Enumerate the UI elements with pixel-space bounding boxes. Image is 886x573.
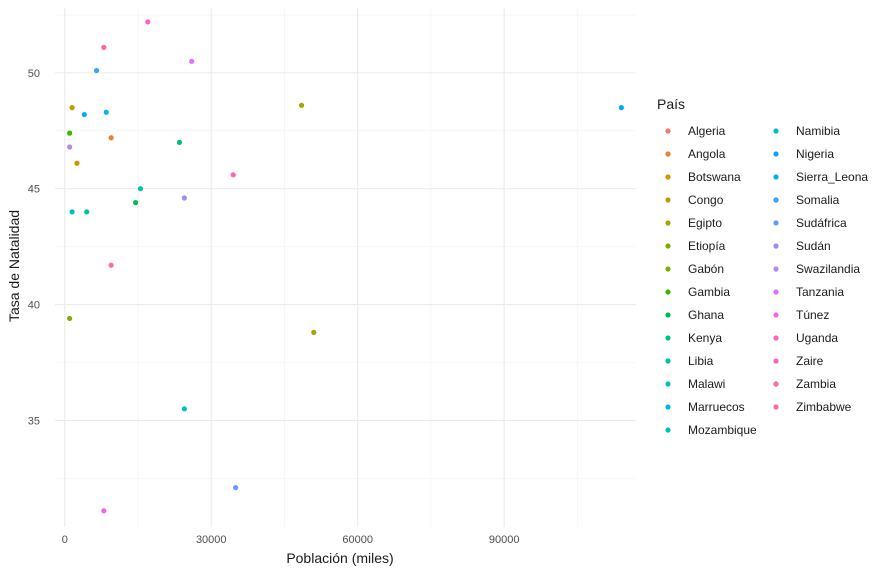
legend-key — [665, 312, 671, 318]
legend-label: Marruecos — [688, 400, 745, 414]
legend-label: Zaire — [796, 354, 824, 368]
legend-title: País — [657, 96, 685, 112]
data-point — [103, 109, 109, 115]
legend-label: Túnez — [796, 308, 829, 322]
data-point — [108, 262, 114, 268]
legend-label: Congo — [688, 193, 724, 207]
legend-key — [773, 220, 779, 226]
data-point — [101, 508, 107, 514]
legend-key — [665, 243, 671, 249]
legend-label: Sudán — [796, 239, 831, 253]
x-tick-label: 0 — [62, 534, 68, 546]
legend-key — [665, 174, 671, 180]
legend-label: Sierra_Leona — [796, 170, 868, 184]
legend-label: Botswana — [688, 170, 741, 184]
legend-label: Libia — [688, 354, 714, 368]
legend-key — [773, 335, 779, 341]
data-point — [137, 186, 144, 192]
y-tick-label: 40 — [28, 300, 40, 312]
legend: País Algeria Angola Botswana Congo Egipto Eti… — [657, 96, 868, 437]
legend-label: Tanzania — [796, 285, 844, 299]
y-tick-label: 35 — [28, 415, 40, 427]
legend-key — [773, 243, 779, 249]
legend-label: Algeria — [688, 124, 726, 138]
data-point — [230, 172, 236, 178]
legend-label: Kenya — [688, 331, 722, 345]
legend-key — [665, 335, 671, 341]
data-point — [145, 19, 151, 25]
data-point — [74, 160, 80, 166]
legend-key — [665, 427, 671, 433]
data-point — [132, 200, 139, 206]
legend-key — [773, 381, 779, 387]
data-points — [67, 19, 624, 514]
legend-label: Namibia — [796, 124, 840, 138]
data-point — [108, 135, 114, 141]
legend-label: Angola — [688, 147, 726, 161]
legend-key — [665, 128, 671, 134]
legend-key — [773, 358, 779, 364]
y-axis-title: Tasa de Natalidad — [6, 210, 22, 322]
legend-label: Etiopía — [688, 239, 726, 253]
y-axis-ticks: 35 40 45 50 — [28, 68, 40, 428]
legend-key — [773, 289, 779, 295]
data-point — [81, 111, 87, 118]
legend-key — [773, 404, 779, 410]
data-point — [69, 105, 75, 111]
data-point — [84, 209, 90, 215]
data-point — [69, 209, 75, 215]
data-point — [311, 329, 317, 335]
data-point — [67, 144, 73, 150]
x-tick-label: 90000 — [489, 534, 520, 546]
legend-label: Egipto — [688, 216, 722, 230]
legend-key — [665, 197, 671, 203]
legend-label: Gabón — [688, 262, 724, 276]
x-tick-label: 60000 — [342, 534, 373, 546]
legend-key — [665, 151, 671, 157]
legend-label: Somalia — [796, 193, 840, 207]
legend-label: Zambia — [796, 377, 836, 391]
data-point — [189, 58, 195, 64]
legend-label: Ghana — [688, 308, 724, 322]
y-tick-label: 50 — [28, 68, 40, 80]
legend-key — [665, 381, 671, 387]
legend-key — [773, 266, 779, 272]
legend-key — [773, 151, 779, 157]
data-point — [233, 485, 239, 491]
legend-key — [665, 266, 671, 272]
legend-key — [665, 358, 671, 364]
legend-key — [773, 128, 779, 134]
data-point — [67, 130, 73, 136]
legend-key — [665, 220, 671, 226]
data-point — [101, 44, 107, 50]
data-point — [181, 406, 187, 412]
legend-label: Nigeria — [796, 147, 834, 161]
y-tick-label: 45 — [28, 184, 40, 196]
legend-label: Malawi — [688, 377, 725, 391]
legend-key — [773, 312, 779, 318]
legend-label: Swazilandia — [796, 262, 860, 276]
legend-key — [665, 289, 671, 295]
x-axis-ticks: 0 30000 60000 90000 — [62, 534, 520, 546]
data-point — [176, 139, 183, 145]
legend-label: Sudáfrica — [796, 216, 847, 230]
legend-key — [773, 197, 779, 203]
legend-label: Uganda — [796, 331, 838, 345]
legend-label: Gambia — [688, 285, 730, 299]
data-point — [181, 195, 187, 201]
x-axis-title: Población (miles) — [286, 550, 393, 566]
legend-label: Zimbabwe — [796, 400, 852, 414]
legend-key — [665, 404, 671, 410]
legend-label: Mozambique — [688, 423, 757, 437]
x-tick-label: 30000 — [196, 534, 227, 546]
data-point — [93, 67, 100, 74]
data-point — [618, 105, 624, 111]
grid-lines — [55, 8, 636, 527]
data-point — [298, 102, 305, 108]
data-point — [67, 315, 73, 322]
legend-key — [773, 174, 779, 180]
